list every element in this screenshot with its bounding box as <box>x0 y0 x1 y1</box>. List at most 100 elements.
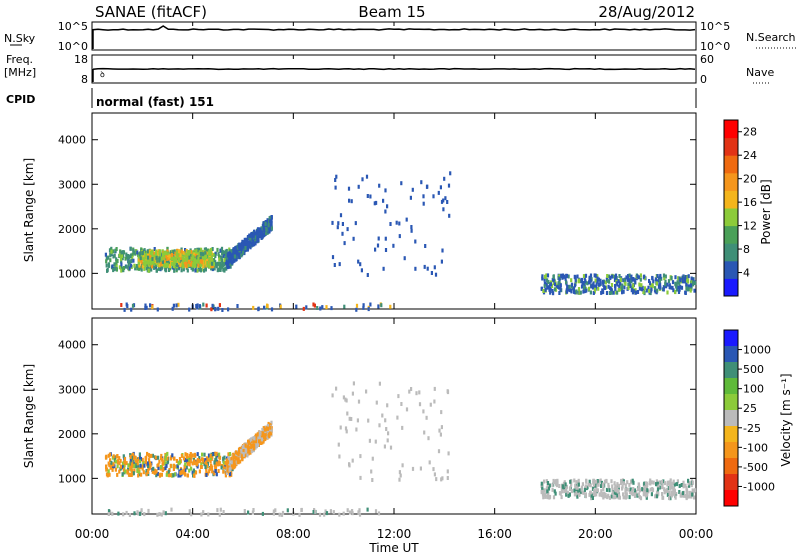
scatter-cell <box>149 251 152 255</box>
scatter-cell <box>370 469 373 474</box>
scatter-cell <box>197 256 200 261</box>
xtick-label: 16:00 <box>477 527 512 541</box>
scatter-cell <box>269 431 272 436</box>
scatter-cell <box>630 479 633 484</box>
scatter-cell <box>107 255 110 260</box>
scatter-cell <box>600 489 603 494</box>
scatter-cell <box>611 491 614 496</box>
scatter-cell <box>174 265 177 269</box>
scatter-cell <box>658 283 661 287</box>
scatter-cell <box>267 433 270 438</box>
scatter-cell <box>575 289 578 294</box>
scatter-cell <box>331 255 335 260</box>
scatter-cell <box>111 511 114 516</box>
scatter-cell <box>216 268 219 273</box>
scatter-cell <box>158 512 161 517</box>
scatter-cell <box>164 251 167 255</box>
scatter-cell <box>115 267 118 272</box>
scatter-cell <box>582 274 586 279</box>
scatter-cell <box>218 257 221 262</box>
scatter-cell <box>625 492 628 497</box>
nsearch-label: N.Search <box>746 31 796 44</box>
scatter-cell <box>342 511 345 516</box>
scatter-cell <box>121 465 124 470</box>
scatter-cell <box>337 221 340 226</box>
scatter-cell <box>618 493 621 498</box>
scatter-cell <box>569 479 572 484</box>
scatter-cell <box>147 508 150 513</box>
scatter-cell <box>577 482 580 487</box>
scatter-cell <box>593 493 596 497</box>
scatter-cell <box>666 492 669 497</box>
scatter-cell <box>249 446 252 451</box>
scatter-cell <box>633 491 636 496</box>
scatter-cell <box>253 229 256 234</box>
scatter-cell <box>644 481 648 486</box>
scatter-cell <box>375 200 378 205</box>
scatter-cell <box>565 280 568 285</box>
scatter-cell <box>208 259 211 264</box>
scatter-cell <box>580 487 583 492</box>
scatter-cell <box>366 507 369 512</box>
scatter-cell <box>154 263 157 268</box>
scatter-cell <box>543 277 546 282</box>
scatter-cell <box>628 273 631 278</box>
scatter-cell <box>255 444 258 449</box>
velocity-colorbar-tick-label: 25 <box>743 402 757 415</box>
scatter-cell <box>661 492 664 496</box>
scatter-cell <box>138 252 141 257</box>
scatter-cell <box>249 240 252 245</box>
scatter-cell <box>123 307 126 312</box>
scatter-cell <box>200 262 203 267</box>
nsky-right-tick-top: 10^5 <box>700 20 730 33</box>
scatter-cell <box>594 273 597 278</box>
scatter-cell <box>155 255 158 260</box>
scatter-cell <box>617 279 620 284</box>
scatter-cell <box>366 273 369 277</box>
scatter-cell <box>168 264 171 269</box>
scatter-cell <box>617 483 621 488</box>
scatter-cell <box>690 494 693 499</box>
scatter-cell <box>268 225 271 230</box>
scatter-cell <box>558 484 561 488</box>
scatter-cell <box>130 307 133 312</box>
scatter-cell <box>203 452 206 457</box>
scatter-cell <box>119 256 123 261</box>
scatter-cell <box>621 479 624 484</box>
scatter-cell <box>565 492 568 497</box>
scatter-cell <box>243 248 246 253</box>
scatter-cell <box>196 262 199 267</box>
scatter-cell <box>270 220 273 225</box>
scatter-cell <box>622 492 625 497</box>
scatter-cell <box>578 488 581 493</box>
scatter-cell <box>543 274 547 279</box>
scatter-cell <box>387 431 390 436</box>
scatter-cell <box>272 509 275 514</box>
scatter-cell <box>197 252 200 257</box>
scatter-cell <box>687 274 690 279</box>
scatter-cell <box>543 488 546 493</box>
scatter-cell <box>175 267 178 271</box>
scatter-cell <box>577 478 580 483</box>
scatter-cell <box>203 254 206 259</box>
scatter-cell <box>261 433 264 438</box>
scatter-cell <box>158 263 161 268</box>
scatter-cell <box>581 490 584 495</box>
scatter-cell <box>140 472 143 477</box>
scatter-cell <box>157 462 160 467</box>
scatter-cell <box>231 252 234 257</box>
scatter-cell <box>618 495 621 500</box>
scatter-cell <box>189 452 192 456</box>
scatter-cell <box>619 280 622 285</box>
scatter-cell <box>583 282 586 286</box>
scatter-cell <box>369 194 372 199</box>
velocity-colorbar-tick-label: 1000 <box>743 344 771 357</box>
scatter-cell <box>398 477 401 482</box>
scatter-cell <box>669 478 672 483</box>
scatter-cell <box>183 253 186 257</box>
scatter-cell <box>368 438 371 443</box>
scatter-cell <box>668 486 671 491</box>
scatter-cell <box>253 443 256 448</box>
scatter-cell <box>422 194 425 199</box>
scatter-cell <box>127 263 130 267</box>
